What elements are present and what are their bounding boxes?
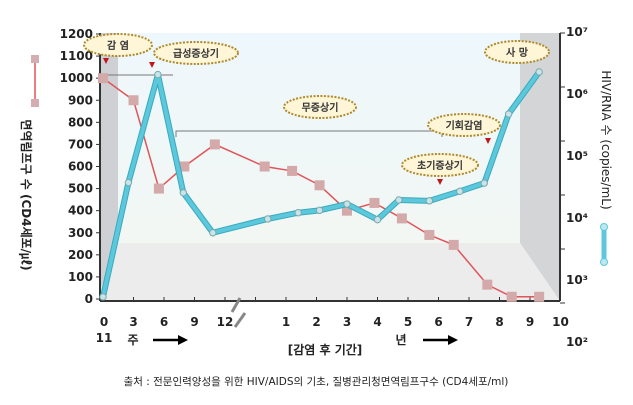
- y-left-tick-label: 1000: [60, 71, 93, 85]
- y-left-tick-label: 300: [68, 226, 93, 240]
- x-tick-label: 4: [373, 315, 381, 329]
- hiv-rna-point: [456, 187, 464, 196]
- cd4-point: [259, 161, 270, 172]
- left-axis-label: 면역림프구 수 (CD4세포/㎕): [19, 119, 34, 270]
- x-tick-label: 3: [343, 315, 351, 329]
- cd4-point: [98, 73, 108, 84]
- cd4-point: [424, 229, 435, 240]
- source-caption: 출처 : 전문인력양성을 위한 HIV/AIDS의 기초, 질병관리청면역림프구…: [124, 375, 509, 388]
- x-tick-label: 0: [100, 315, 108, 329]
- annotation-infection: 감 염: [83, 33, 153, 64]
- legend-hiv: [600, 223, 608, 266]
- marker-arrow-icon: [149, 62, 155, 68]
- svg-text:감 염: 감 염: [107, 40, 129, 52]
- marker-arrow-icon: [103, 58, 109, 64]
- cd4-point: [153, 183, 164, 194]
- cd4-point: [534, 291, 545, 302]
- y-left-tick-label: 0: [85, 292, 93, 306]
- x-tick-label: 1: [282, 315, 290, 329]
- y-left-tick-label: 400: [68, 204, 93, 218]
- weeks-arrow: [153, 335, 188, 345]
- hiv-rna-point: [99, 293, 107, 301]
- y-right-tick-label: 10⁶: [566, 87, 588, 101]
- annotation-acute: 급성증상기: [149, 41, 239, 68]
- y-right-tick-label: 10⁵: [566, 149, 588, 163]
- x-tick-label: 6: [434, 315, 442, 329]
- cd4-point: [369, 197, 380, 208]
- annotation-death: 사 망: [484, 40, 550, 64]
- hiv-rna-point: [209, 229, 217, 237]
- x-tick-label: 9: [190, 315, 198, 329]
- cd4-point: [448, 239, 459, 250]
- hiv-rna-point: [480, 179, 488, 187]
- hiv-rna-point: [504, 110, 513, 118]
- x-tick-label: 3: [129, 315, 137, 329]
- annotation-early-symptomatic: 초기증상기: [401, 153, 479, 185]
- cd4-point: [314, 180, 325, 191]
- hiv-rna-point: [425, 197, 434, 205]
- y-left-tick-label: 1100: [60, 49, 93, 63]
- hiv-rna-point: [154, 70, 162, 79]
- y-left-tick-label: 700: [68, 137, 93, 151]
- x-tick-label: 5: [404, 315, 412, 329]
- hiv-rna-point: [294, 209, 302, 217]
- hiv-rna-point: [124, 178, 133, 187]
- y-right-tick-label: 10³: [566, 273, 588, 287]
- svg-text:초기증상기: 초기증상기: [417, 159, 463, 172]
- x-tick-label: 10: [552, 315, 569, 329]
- y-left-tick-label: 900: [68, 93, 93, 107]
- y-left-tick-label: 1200: [60, 27, 93, 41]
- right-axis-label: HIV/RNA 수 (copies/mL): [599, 70, 613, 209]
- cd4-point: [342, 205, 352, 216]
- x-tick-label: 8: [495, 315, 503, 329]
- cd4-point: [396, 213, 407, 224]
- hiv-rna-line: [101, 70, 541, 298]
- hiv-rna-point: [264, 215, 272, 223]
- cd4-point: [287, 165, 298, 176]
- y-left-tick-label: 800: [68, 115, 93, 129]
- cd4-point: [482, 279, 493, 290]
- hiv-rna-point: [373, 215, 382, 224]
- svg-text:무증상기: 무증상기: [302, 101, 339, 114]
- y-left-tick-label: 600: [68, 160, 93, 174]
- cd4-point: [209, 139, 220, 150]
- x-axis-label: [감염 후 기간]: [288, 342, 363, 357]
- annotation-opportunistic: 기회감염: [427, 113, 501, 144]
- legend-cd4: [31, 55, 39, 107]
- hiv-rna-point: [179, 189, 188, 197]
- annotation-asymptomatic: 무증상기: [283, 95, 357, 119]
- svg-text:급성증상기: 급성증상기: [173, 47, 219, 60]
- y-left-tick-label: 500: [68, 182, 93, 196]
- years-unit-label: 년: [395, 333, 406, 347]
- hiv-rna-point: [395, 196, 403, 204]
- axis-break: [230, 297, 247, 328]
- hiv-rna-point: [315, 206, 324, 215]
- marker-arrow-icon: [485, 138, 491, 144]
- x-tick-label: 9: [526, 315, 534, 329]
- weeks-unit-label: 주: [127, 333, 138, 347]
- hiv-rna-point: [343, 200, 351, 208]
- x-tick-label: 12: [217, 315, 234, 329]
- hiv-rna-point: [535, 68, 543, 76]
- years-arrow: [423, 335, 458, 345]
- y-left-tick-label: 100: [68, 270, 93, 284]
- cd4-line: [102, 77, 540, 298]
- svg-text:사 망: 사 망: [506, 46, 529, 59]
- y-right-tick-label: 10⁷: [566, 25, 588, 39]
- y-right-tick-label: 10²: [566, 335, 588, 349]
- y-right-tick-label: 10⁴: [566, 211, 588, 225]
- y-left-tick-label: 200: [68, 248, 93, 262]
- marker-arrow-icon: [437, 179, 443, 185]
- x-tick-label: 7: [465, 315, 473, 329]
- cd4-point: [506, 291, 517, 302]
- x-tick-label: 2: [312, 315, 320, 329]
- x-extra-label: 11: [96, 331, 113, 345]
- x-tick-label: 6: [160, 315, 168, 329]
- cd4-point: [128, 95, 139, 106]
- svg-text:기회감염: 기회감염: [446, 119, 483, 132]
- cd4-point: [179, 161, 190, 172]
